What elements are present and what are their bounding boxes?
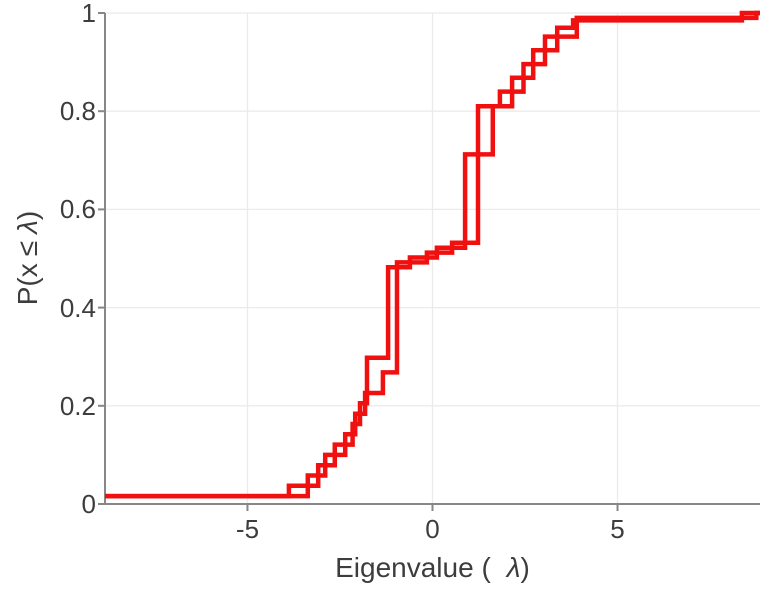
x-axis-label-text: Eigenvalue (: [335, 552, 491, 583]
x-tick-label: 0: [425, 514, 440, 544]
x-tick-label: 5: [610, 514, 625, 544]
ecdf-curve-2: [105, 10, 760, 499]
y-tick-label: 1: [81, 0, 96, 28]
y-axis-label: P(x≤λ): [12, 211, 44, 305]
x-axis-label-suffix: ): [520, 552, 530, 583]
y-tick-label: 0.4: [59, 292, 96, 323]
x-axis-label: Eigenvalue ( λ): [105, 552, 760, 584]
y-tick-label: 0: [81, 489, 96, 519]
y-tick-label: 0.2: [59, 390, 96, 421]
y-tick-label: 0.6: [59, 194, 96, 225]
y-tick-label: 0.8: [59, 96, 96, 127]
x-tick-label: -5: [235, 514, 260, 544]
lambda-symbol: λ: [506, 552, 521, 583]
leq-symbol: ≤: [12, 240, 43, 257]
